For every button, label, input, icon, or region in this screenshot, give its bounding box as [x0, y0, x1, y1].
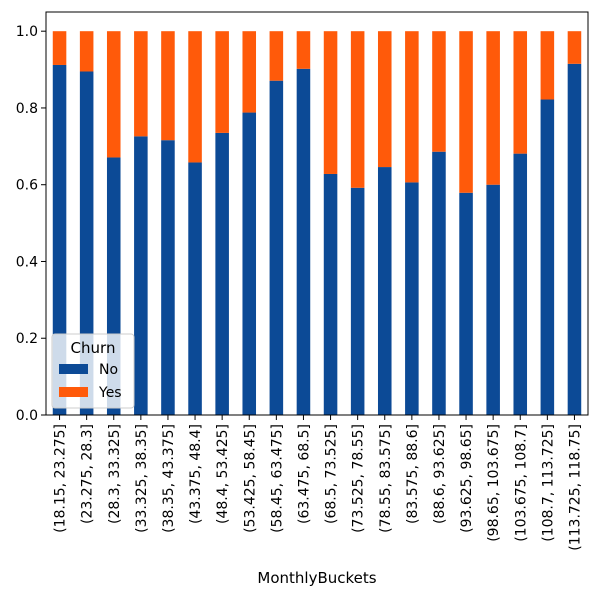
bar-yes-7 — [242, 31, 257, 113]
x-tick-label: (48.4, 53.425] — [215, 424, 231, 524]
bar-yes-18 — [540, 31, 555, 100]
y-tick-label: 0.8 — [16, 101, 38, 117]
bar-no-7 — [242, 112, 257, 415]
x-tick-label: (58.45, 63.475] — [269, 424, 285, 533]
bar-yes-8 — [269, 31, 284, 81]
x-tick-label: (18.15, 23.275] — [53, 424, 69, 533]
bar-no-9 — [296, 68, 311, 416]
legend-entries: No Yes — [59, 362, 122, 401]
y-axis: 0.0 0.2 0.4 0.6 0.8 1.0 — [16, 24, 46, 424]
plot-frame — [45, 11, 589, 416]
bar-no-10 — [323, 173, 338, 415]
x-tick-label: (28.3, 33.325] — [107, 424, 123, 524]
legend-swatch-yes — [59, 387, 88, 397]
bar-yes-13 — [405, 31, 419, 183]
legend-label-yes: Yes — [98, 385, 122, 401]
y-tick-label: 0.0 — [16, 408, 38, 424]
x-tick-label: (108.7, 113.725] — [540, 424, 556, 542]
bar-no-8 — [269, 80, 284, 415]
x-axis-label: MonthlyBuckets — [257, 569, 376, 587]
x-tick-label: (23.275, 28.3] — [80, 424, 96, 524]
y-tick-label: 0.4 — [16, 254, 38, 270]
y-tick-label: 1.0 — [16, 24, 38, 40]
bar-no-6 — [215, 132, 229, 415]
bar-yes-4 — [161, 31, 175, 141]
bar-yes-15 — [459, 31, 473, 193]
bar-yes-12 — [377, 31, 392, 168]
bar-no-1 — [79, 71, 94, 416]
x-tick-label: (53.425, 58.45] — [242, 424, 258, 533]
bar-yes-11 — [350, 31, 365, 188]
bar-yes-2 — [106, 31, 121, 158]
bar-no-12 — [377, 167, 392, 415]
legend-label-no: No — [99, 362, 118, 378]
bar-yes-0 — [52, 31, 67, 65]
x-tick-label: (73.525, 78.55] — [351, 424, 367, 533]
bar-no-3 — [134, 136, 148, 415]
legend-swatch-no — [59, 364, 88, 374]
bar-no-19 — [567, 63, 582, 416]
x-tick-label: (78.55, 83.575] — [378, 424, 394, 533]
x-tick-label: (83.575, 88.6] — [405, 424, 421, 524]
bar-no-0 — [52, 64, 67, 415]
bar-yes-19 — [567, 31, 582, 64]
bar-yes-17 — [513, 31, 528, 154]
bar-no-5 — [188, 162, 202, 415]
y-tick-label: 0.6 — [16, 178, 38, 194]
bar-yes-6 — [215, 31, 229, 133]
x-tick-label: (38.35, 43.375] — [161, 424, 177, 533]
x-tick-label: (113.725, 118.75] — [567, 424, 583, 551]
x-tick-label: (93.625, 98.65] — [459, 424, 475, 533]
bar-no-17 — [513, 153, 528, 415]
bars-layer — [52, 31, 582, 416]
bar-yes-5 — [188, 31, 202, 163]
bar-no-11 — [350, 187, 365, 415]
x-tick-label: (63.475, 68.5] — [296, 424, 312, 524]
bar-no-16 — [486, 184, 500, 415]
bar-no-18 — [540, 99, 555, 415]
x-tick-label: (88.6, 93.625] — [432, 424, 448, 524]
bar-yes-1 — [79, 31, 94, 72]
bar-no-15 — [459, 192, 473, 415]
bar-yes-14 — [432, 31, 446, 152]
legend-title: Churn — [71, 339, 116, 357]
bar-no-14 — [432, 151, 446, 415]
bar-yes-16 — [486, 31, 500, 185]
bar-no-13 — [405, 182, 419, 415]
bar-yes-10 — [323, 31, 338, 174]
x-tick-label: (33.325, 38.35] — [134, 424, 150, 533]
y-tick-label: 0.2 — [16, 331, 38, 347]
bar-yes-3 — [134, 31, 148, 137]
legend: Churn No Yes — [51, 333, 135, 409]
bar-yes-9 — [296, 31, 311, 69]
bar-no-4 — [161, 140, 175, 415]
x-axis: (18.15, 23.275] (23.275, 28.3] (28.3, 33.3… — [53, 415, 583, 551]
x-tick-label: (98.65, 103.675] — [486, 424, 502, 542]
x-tick-label: (68.5, 73.525] — [324, 424, 340, 524]
x-tick-label: (103.675, 108.7] — [513, 424, 529, 542]
x-tick-label: (43.375, 48.4] — [188, 424, 204, 524]
